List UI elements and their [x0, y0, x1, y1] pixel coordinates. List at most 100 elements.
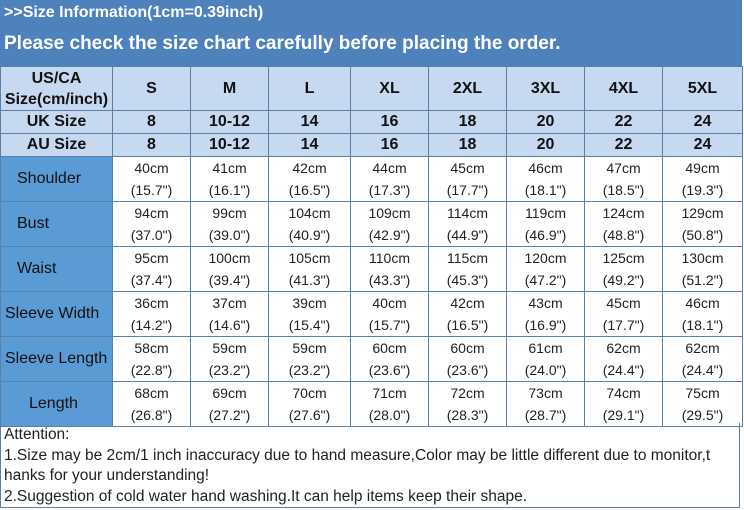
- measurement-cell: 49cm (19.3"): [662, 156, 743, 202]
- inch-value: (19.3"): [681, 182, 724, 198]
- size-header-cell: 5XL: [662, 66, 743, 111]
- cm-value: 124cm: [602, 205, 645, 221]
- measurement-row: Waist 95cm (37.4") 100cm (39.4") 105cm (41.3")…: [0, 246, 743, 292]
- measurement-label-text: Length: [29, 395, 78, 412]
- measurement-cell: 71cm (28.0"): [350, 381, 429, 427]
- attention-notes: Attention: 1.Size may be 2cm/1 inch inac…: [0, 423, 740, 508]
- cm-value: 130cm: [681, 250, 724, 266]
- cm-value: 129cm: [681, 205, 724, 221]
- inch-value: (39.4"): [208, 272, 251, 288]
- us-ca-label: US/CA: [31, 69, 82, 87]
- inch-value: (42.9"): [368, 227, 411, 243]
- attention-title: Attention:: [4, 426, 70, 443]
- inch-value: (24.4"): [602, 362, 645, 378]
- cm-value: 115cm: [447, 250, 488, 266]
- inch-value: (15.7"): [130, 182, 173, 198]
- size-unit-label: Size(cm/inch): [4, 90, 109, 108]
- cm-value: 74cm: [606, 385, 641, 401]
- inch-value: (23.6"): [368, 362, 411, 378]
- au-size-label: AU Size: [0, 133, 113, 157]
- measurement-cell: 42cm (16.5"): [268, 156, 351, 202]
- cm-value: 70cm: [292, 385, 327, 401]
- au-size-cell: 18: [428, 133, 507, 157]
- inch-value: (17.3"): [368, 182, 411, 198]
- inch-value: (18.1"): [681, 317, 724, 333]
- measurement-row: Bust 94cm (37.0") 99cm (39.0") 104cm (40.9") 10…: [0, 201, 743, 247]
- measurement-cell: 124cm (48.8"): [584, 201, 663, 247]
- size-header-cell: S: [112, 66, 191, 111]
- cm-value: 75cm: [685, 385, 720, 401]
- size-header-cell: XL: [350, 66, 429, 111]
- measurement-cell: 46cm (18.1"): [506, 156, 585, 202]
- measurement-cell: 69cm (27.2"): [190, 381, 269, 427]
- au-size-cell: 24: [662, 133, 743, 157]
- measurement-cell: 104cm (40.9"): [268, 201, 351, 247]
- inch-value: (50.8"): [681, 227, 724, 243]
- inch-value: (26.8"): [130, 407, 173, 423]
- measurement-cell: 125cm (49.2"): [584, 246, 663, 292]
- cm-value: 120cm: [524, 250, 567, 266]
- size-header-row: US/CA Size(cm/inch) S M L XL 2XL 3XL 4XL…: [0, 66, 743, 111]
- cm-value: 59cm: [292, 340, 327, 356]
- cm-value: 45cm: [450, 160, 485, 176]
- inch-value: (47.2"): [524, 272, 567, 288]
- size-header-cell: 3XL: [506, 66, 585, 111]
- us-ca-size-label: US/CA Size(cm/inch): [0, 66, 113, 111]
- cm-value: 62cm: [606, 340, 641, 356]
- inch-value: (40.9"): [288, 227, 331, 243]
- cm-value: 40cm: [134, 160, 169, 176]
- measurement-cell: 129cm (50.8"): [662, 201, 743, 247]
- au-size-cell: 16: [350, 133, 429, 157]
- measurement-cell: 36cm (14.2"): [112, 291, 191, 337]
- measurement-cell: 40cm (15.7"): [350, 291, 429, 337]
- inch-value: (28.7"): [524, 407, 567, 423]
- inch-value: (15.7"): [368, 317, 411, 333]
- au-size-cell: 8: [112, 133, 191, 157]
- measurement-label-text: Sleeve Length: [5, 350, 108, 367]
- cm-value: 105cm: [288, 250, 331, 266]
- inch-value: (24.4"): [681, 362, 724, 378]
- inch-value: (18.1"): [524, 182, 567, 198]
- measurement-label: Length: [0, 381, 113, 427]
- inch-value: (29.5"): [681, 407, 724, 423]
- measurement-label: Sleeve Length: [0, 336, 113, 382]
- cm-value: 47cm: [606, 160, 641, 176]
- note-washing: 2.Suggestion of cold water hand washing.…: [4, 487, 528, 505]
- measurement-label-text: Shoulder: [17, 170, 82, 187]
- au-size-cell: 20: [506, 133, 585, 157]
- measurement-row: Sleeve Length 58cm (22.8") 59cm (23.2") 59cm (…: [0, 336, 743, 382]
- measurement-cell: 94cm (37.0"): [112, 201, 191, 247]
- measurement-cell: 62cm (24.4"): [662, 336, 743, 382]
- cm-value: 125cm: [602, 250, 645, 266]
- measurement-cell: 37cm (14.6"): [190, 291, 269, 337]
- measurement-cell: 109cm (42.9"): [350, 201, 429, 247]
- inch-value: (39.0"): [208, 227, 251, 243]
- measurement-cell: 59cm (23.2"): [190, 336, 269, 382]
- inch-value: (28.3"): [446, 407, 489, 423]
- measurement-cell: 114cm (44.9"): [428, 201, 507, 247]
- cm-value: 49cm: [685, 160, 720, 176]
- measurement-label-text: Sleeve Width: [5, 305, 100, 322]
- measurement-cell: 68cm (26.8"): [112, 381, 191, 427]
- inch-value: (37.0"): [130, 227, 173, 243]
- inch-value: (44.9"): [446, 227, 489, 243]
- measurement-cell: 45cm (17.7"): [428, 156, 507, 202]
- inch-value: (49.2"): [602, 272, 645, 288]
- uk-size-cell: 16: [350, 110, 429, 134]
- cm-value: 41cm: [212, 160, 247, 176]
- inch-value: (28.0"): [368, 407, 411, 423]
- measurement-cell: 60cm (23.6"): [428, 336, 507, 382]
- inch-value: (45.3"): [446, 272, 489, 288]
- inch-value: (43.3"): [368, 272, 411, 288]
- cm-value: 72cm: [450, 385, 485, 401]
- cm-value: 104cm: [288, 205, 331, 221]
- measurement-cell: 58cm (22.8"): [112, 336, 191, 382]
- inch-value: (14.6"): [208, 317, 251, 333]
- cm-value: 95cm: [134, 250, 169, 266]
- inch-value: (48.8"): [602, 227, 645, 243]
- measurement-cell: 75cm (29.5"): [662, 381, 743, 427]
- cm-value: 60cm: [372, 340, 407, 356]
- cm-value: 36cm: [134, 295, 169, 311]
- size-header-cell: 2XL: [428, 66, 507, 111]
- measurement-cell: 46cm (18.1"): [662, 291, 743, 337]
